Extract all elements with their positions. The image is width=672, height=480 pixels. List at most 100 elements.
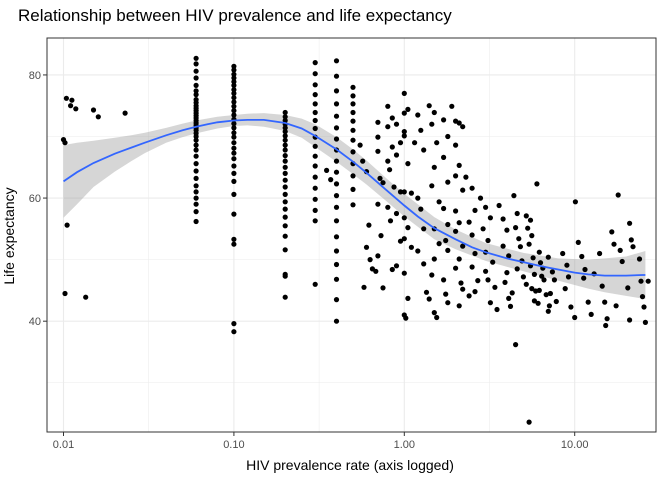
data-point bbox=[350, 173, 356, 179]
data-point bbox=[547, 290, 554, 297]
data-point bbox=[502, 279, 508, 285]
y-axis-ticks: 40 60 80 bbox=[29, 70, 47, 328]
data-point bbox=[401, 189, 407, 195]
data-point bbox=[350, 202, 356, 208]
data-point bbox=[520, 274, 527, 280]
data-point bbox=[401, 236, 407, 242]
data-point bbox=[429, 272, 435, 278]
data-point bbox=[333, 276, 340, 282]
data-point bbox=[389, 266, 395, 273]
data-point bbox=[312, 174, 318, 180]
data-point bbox=[375, 201, 381, 207]
data-point bbox=[333, 318, 340, 324]
data-point bbox=[231, 90, 237, 96]
data-point bbox=[415, 195, 421, 201]
data-point bbox=[231, 170, 237, 176]
data-point bbox=[582, 266, 588, 273]
data-point bbox=[401, 110, 407, 116]
data-point bbox=[231, 130, 237, 136]
data-point bbox=[466, 219, 472, 225]
data-point bbox=[526, 241, 532, 247]
data-point bbox=[529, 286, 535, 292]
data-point bbox=[429, 183, 435, 189]
smooth-trend-line bbox=[62, 119, 646, 277]
data-point bbox=[615, 192, 621, 198]
data-point bbox=[231, 99, 237, 105]
data-point bbox=[193, 168, 199, 174]
data-point bbox=[445, 300, 451, 306]
data-point bbox=[367, 257, 373, 263]
data-point bbox=[483, 204, 489, 210]
data-point bbox=[397, 238, 404, 244]
data-point bbox=[333, 248, 340, 254]
data-point bbox=[333, 297, 340, 303]
data-point bbox=[391, 184, 397, 190]
data-point bbox=[543, 292, 549, 298]
data-point bbox=[431, 256, 437, 262]
data-point bbox=[231, 63, 237, 69]
data-point bbox=[122, 110, 128, 116]
data-point bbox=[460, 187, 466, 193]
data-point bbox=[231, 156, 237, 162]
data-point bbox=[536, 287, 542, 293]
chart-title: Relationship between HIV prevalence and … bbox=[18, 6, 452, 25]
data-point bbox=[530, 255, 536, 261]
data-point bbox=[545, 308, 551, 314]
data-point bbox=[393, 263, 400, 269]
data-point bbox=[523, 281, 529, 287]
data-point bbox=[231, 108, 237, 114]
data-point bbox=[460, 286, 466, 292]
data-point bbox=[500, 243, 506, 249]
data-point bbox=[441, 117, 447, 123]
data-point bbox=[363, 244, 370, 250]
data-point bbox=[193, 153, 199, 159]
data-point bbox=[487, 300, 493, 306]
data-point bbox=[613, 303, 619, 309]
data-point bbox=[282, 191, 288, 197]
data-point bbox=[385, 124, 391, 130]
data-point bbox=[431, 310, 437, 316]
data-point bbox=[393, 152, 400, 158]
data-point bbox=[324, 167, 330, 173]
data-point bbox=[630, 244, 636, 250]
data-point bbox=[375, 134, 381, 140]
x-tick-label: 10.00 bbox=[561, 439, 589, 451]
x-tick-label: 1.00 bbox=[394, 439, 415, 451]
data-point bbox=[405, 106, 411, 112]
data-point bbox=[412, 140, 418, 146]
data-point bbox=[517, 244, 524, 250]
data-point bbox=[516, 236, 522, 242]
data-point bbox=[421, 226, 427, 232]
data-point bbox=[453, 142, 459, 148]
data-point bbox=[193, 183, 199, 189]
data-point bbox=[282, 206, 288, 212]
data-point bbox=[385, 103, 391, 109]
data-point bbox=[64, 222, 70, 228]
data-point bbox=[231, 71, 237, 77]
data-point bbox=[282, 114, 288, 120]
data-point bbox=[231, 79, 237, 85]
data-point bbox=[193, 137, 199, 143]
data-point bbox=[645, 278, 651, 284]
data-point bbox=[531, 298, 538, 304]
data-point bbox=[458, 280, 464, 286]
data-point bbox=[282, 273, 288, 279]
data-point bbox=[193, 147, 199, 153]
data-point bbox=[333, 88, 340, 94]
data-point bbox=[378, 233, 384, 239]
y-tick-label: 60 bbox=[29, 193, 41, 205]
data-point bbox=[312, 196, 318, 202]
data-point bbox=[415, 248, 421, 254]
data-point bbox=[513, 342, 519, 348]
data-point bbox=[361, 284, 367, 290]
data-point bbox=[642, 319, 649, 325]
data-point bbox=[527, 217, 534, 223]
data-point bbox=[405, 161, 411, 167]
data-point bbox=[585, 299, 591, 305]
data-point bbox=[312, 101, 318, 107]
data-point bbox=[312, 153, 318, 159]
data-point bbox=[545, 254, 551, 260]
data-point bbox=[434, 140, 440, 146]
data-point bbox=[504, 227, 510, 233]
data-point bbox=[492, 284, 498, 290]
